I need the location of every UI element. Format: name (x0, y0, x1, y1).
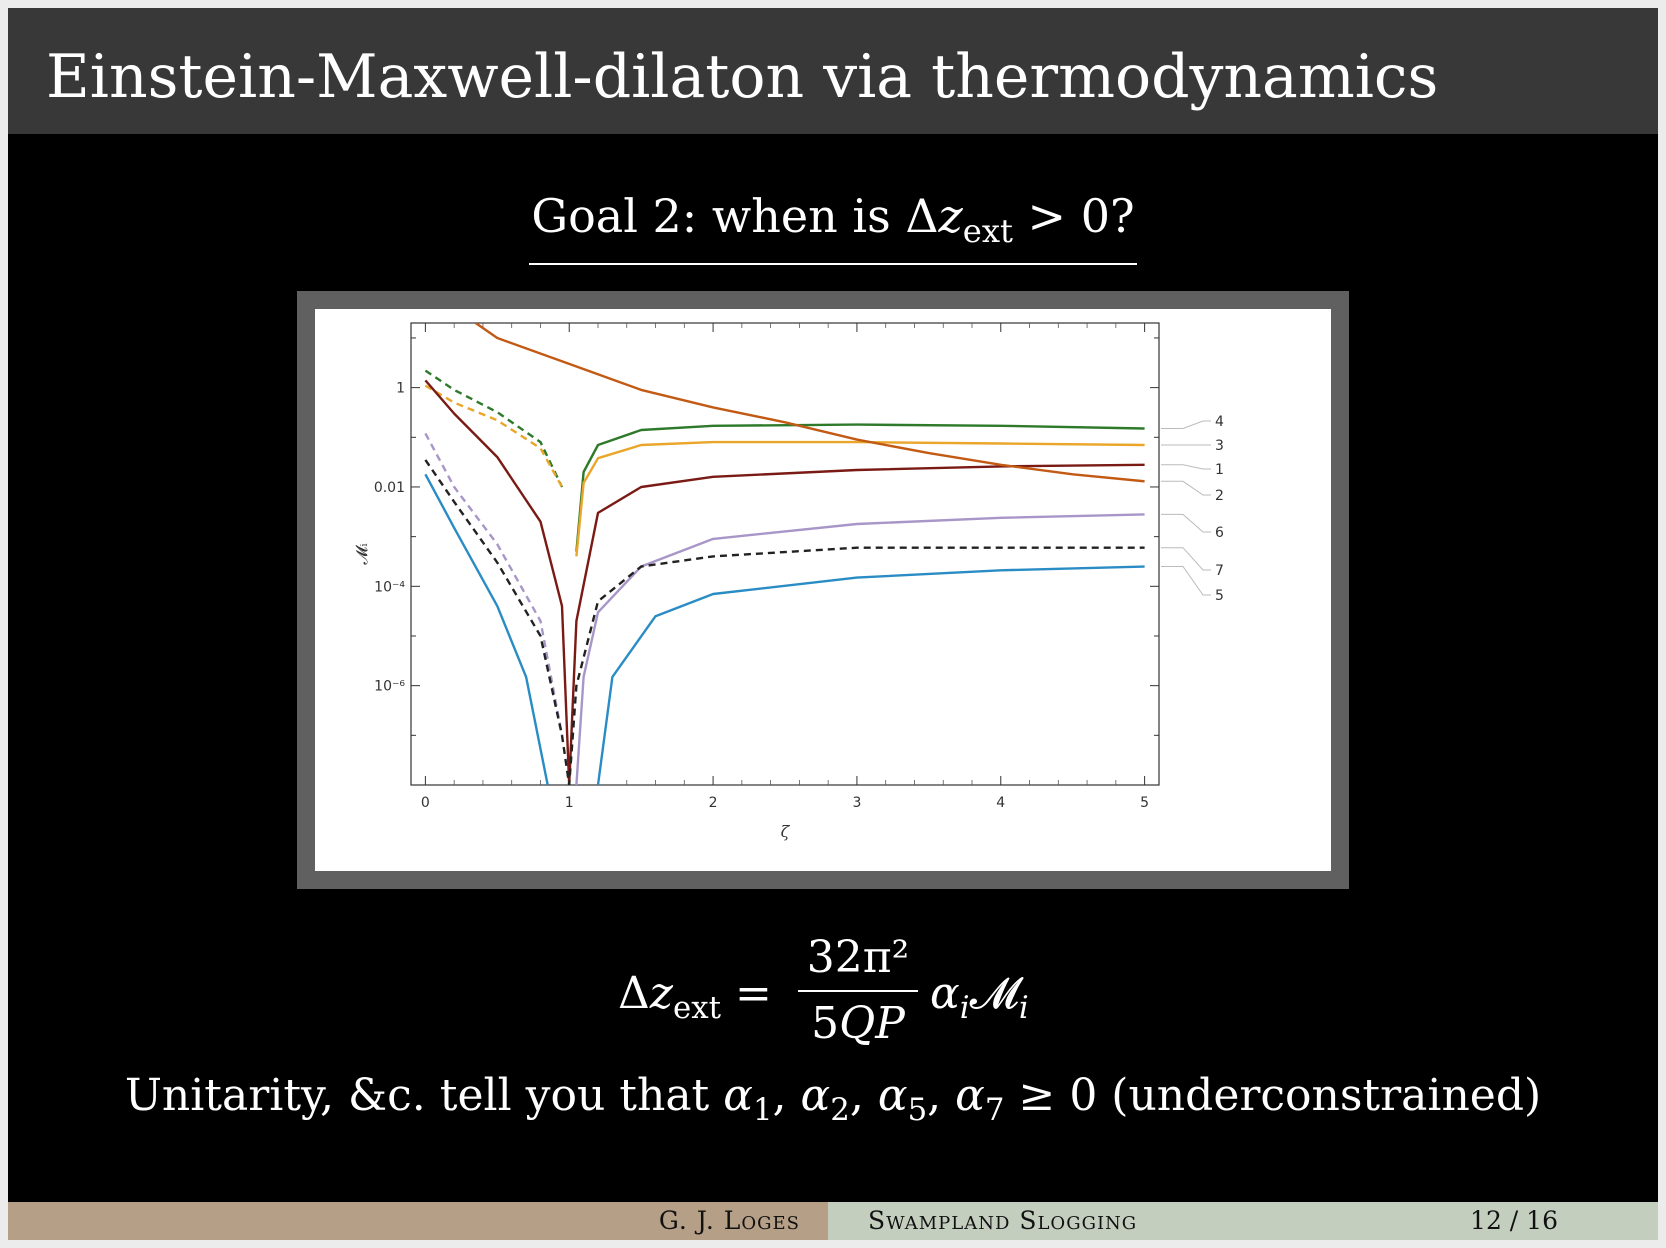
series-3-label: 3 (1215, 438, 1224, 454)
series-2-leader (1161, 480, 1211, 496)
eq-equals: = (720, 968, 772, 1019)
series-6-line (575, 513, 1145, 785)
series-1-leader (1161, 464, 1211, 470)
eq-alpha: α (930, 968, 960, 1019)
goal-suffix: > 0? (1012, 189, 1135, 243)
footer-right-panel: Swampland Slogging 12 / 16 (828, 1202, 1658, 1240)
series-3-line (575, 440, 1145, 557)
goal-heading-underlined: Goal 2: when is Δzext > 0? (529, 186, 1137, 266)
series-7-leader (1161, 547, 1211, 571)
series-7-dashed (424, 459, 1145, 785)
eq-den-var: QP (839, 998, 905, 1049)
y-axis-label: 𝓜ᵢ (352, 543, 371, 564)
equation-lhs: Δzext = (618, 968, 772, 1026)
series-1-line (424, 379, 1145, 785)
eq-m-sub: i (1018, 989, 1029, 1026)
series-7-label: 7 (1215, 563, 1224, 579)
x-tick-label: 3 (852, 795, 861, 811)
alpha-1: α (723, 1070, 753, 1121)
eq-alpha-sub: i (959, 989, 970, 1026)
series-5-label: 5 (1215, 588, 1224, 604)
eq-fraction-bar (798, 990, 918, 992)
eq-numerator: 32π² (806, 932, 910, 983)
slide: Einstein-Maxwell-dilaton via thermodynam… (8, 8, 1658, 1240)
footer-left-panel: G. J. Loges (8, 1202, 828, 1240)
goal-prefix: Goal 2: when is Δ (531, 189, 939, 243)
equation-rhs: αi𝓜i (930, 968, 1029, 1026)
footer: G. J. Loges Swampland Slogging 12 / 16 (8, 1202, 1658, 1240)
unitarity-statement: Unitarity, &c. tell you that α1, α2, α5,… (8, 1066, 1658, 1140)
series-5-line-right (596, 565, 1145, 785)
alpha-5: α (877, 1070, 908, 1121)
footer-author: G. J. Loges (658, 1206, 800, 1235)
alpha-7-sub: 7 (984, 1091, 1005, 1128)
eq-ext: ext (672, 989, 721, 1026)
footer-talk-title: Swampland Slogging (868, 1206, 1138, 1235)
comma-1: , (772, 1070, 801, 1121)
alpha-2-sub: 2 (830, 1091, 850, 1128)
eq-delta: Δ (618, 968, 650, 1019)
x-axis-label: ζ (781, 822, 791, 841)
y-tick-label: 1 (396, 381, 405, 397)
plot-area: 0 1 2 3 4 5 1 0.01 10⁻⁴ 10⁻⁶ ζ 𝓜ᵢ 4 3 1 2 6 7 5 (315, 309, 1331, 871)
series-1-label: 1 (1215, 462, 1224, 478)
alpha-5-sub: 5 (907, 1091, 928, 1128)
frame-title: Einstein-Maxwell-dilaton via thermodynam… (46, 42, 1439, 112)
x-tick-label: 1 (565, 795, 574, 811)
unitarity-prefix: Unitarity, &c. tell you that (124, 1070, 724, 1121)
x-tick-label: 5 (1140, 795, 1149, 811)
x-tick-label: 0 (421, 795, 430, 811)
chart: 0 1 2 3 4 5 1 0.01 10⁻⁴ 10⁻⁶ ζ 𝓜ᵢ 4 3 1 2 6 7 5 (352, 322, 1224, 841)
series-5-leader (1161, 566, 1211, 596)
unitarity-suffix: ≥ 0 (underconstrained) (1004, 1070, 1542, 1121)
y-tick-label: 10⁻⁶ (374, 679, 405, 695)
goal-var: z (938, 189, 963, 243)
x-tick-label: 4 (996, 795, 1005, 811)
alpha-2: α (800, 1070, 831, 1121)
y-tick-label: 10⁻⁴ (374, 579, 405, 595)
equation-fraction: 32π² 5QP (798, 930, 918, 1052)
comma-3: , (927, 1070, 956, 1121)
plot-box (410, 322, 1160, 786)
eq-m: 𝓜 (969, 968, 1019, 1019)
comma-2: , (849, 1070, 878, 1121)
eq-z: z (649, 968, 673, 1019)
alpha-1-sub: 1 (752, 1091, 773, 1128)
series-2-line (475, 323, 1145, 483)
series-5-line (424, 473, 549, 785)
series-6-leader (1161, 513, 1211, 533)
eq-den-num: 5 (811, 998, 840, 1049)
equation: Δzext = 32π² 5QP αi𝓜i (8, 930, 1658, 1060)
series-4-leader (1161, 420, 1211, 429)
series-3-dashed (424, 384, 564, 488)
series-6-dashed (424, 432, 564, 736)
y-tick-label: 0.01 (374, 480, 405, 496)
figure-frame: 0 1 2 3 4 5 1 0.01 10⁻⁴ 10⁻⁶ ζ 𝓜ᵢ 4 3 1 2 6 7 5 (297, 291, 1349, 889)
series-4-label: 4 (1215, 414, 1224, 430)
series-2-label: 2 (1215, 488, 1224, 504)
frame-title-bar: Einstein-Maxwell-dilaton via thermodynam… (8, 8, 1658, 134)
x-tick-label: 2 (709, 795, 718, 811)
goal-heading: Goal 2: when is Δzext > 0? (8, 186, 1658, 266)
eq-denominator: 5QP (798, 996, 918, 1052)
goal-sub: ext (962, 212, 1013, 251)
series-6-label: 6 (1215, 525, 1224, 541)
footer-page-number: 12 / 16 (1470, 1206, 1558, 1235)
alpha-7: α (955, 1070, 985, 1121)
series-4-line (575, 423, 1145, 552)
